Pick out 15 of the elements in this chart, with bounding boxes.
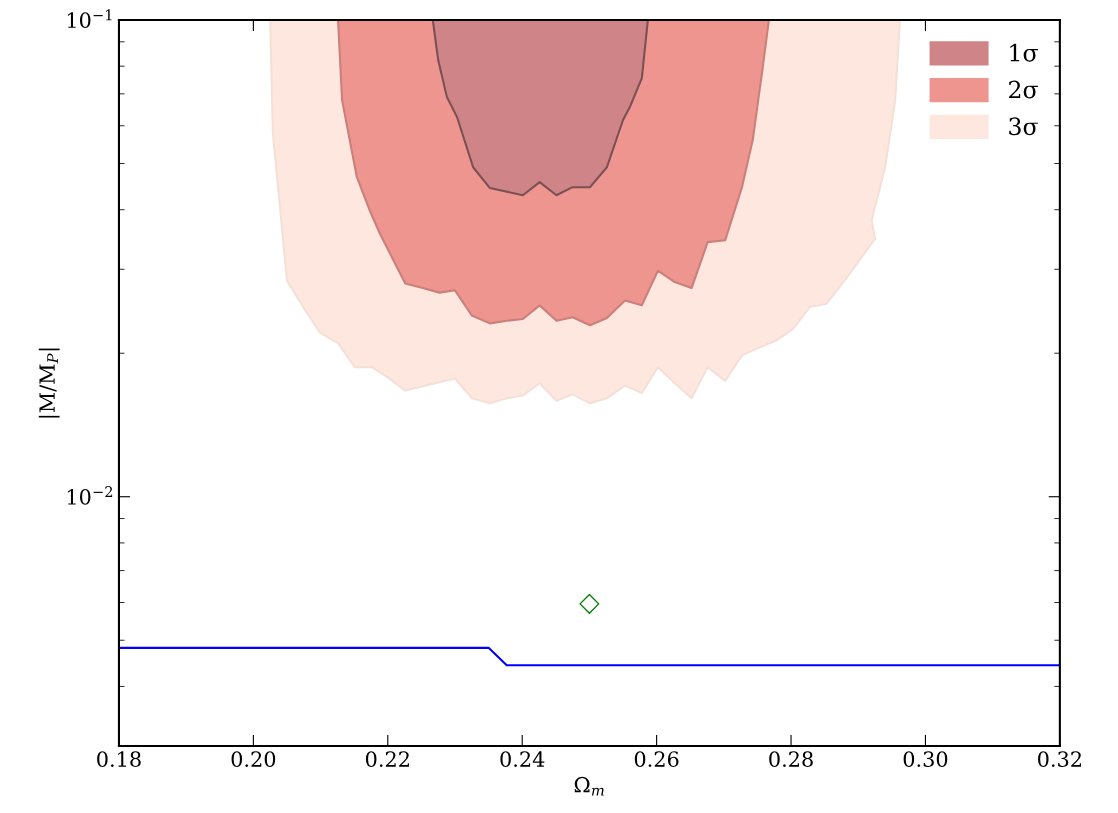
y-axis-title: |M/M$_{P}$| [38, 348, 60, 418]
x-tick-label: 0.30 [903, 751, 948, 767]
legend-label: 1σ [1010, 43, 1038, 62]
x-tick-label: 0.20 [231, 751, 276, 767]
x-axis-title: Ω$_{m}$ [574, 776, 604, 796]
x-tick-label: 0.22 [365, 751, 409, 767]
y-tick-label: 10$^{−1}$ [67, 9, 112, 29]
x-tick-label: 0.28 [769, 751, 813, 767]
x-tick-label: 0.26 [634, 751, 679, 767]
x-tick-label: 0.24 [500, 751, 545, 767]
y-tick-label: 10$^{−2}$ [67, 486, 113, 505]
legend-label: 3σ [1009, 117, 1038, 136]
x-tick-label: 0.32 [1038, 751, 1082, 767]
x-tick-label: 0.18 [97, 751, 141, 767]
legend-label: 2σ [1009, 80, 1038, 99]
